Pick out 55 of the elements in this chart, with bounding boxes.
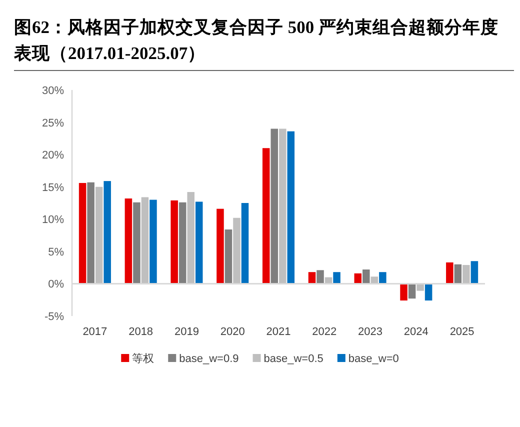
bar <box>224 229 232 284</box>
bar <box>216 208 224 284</box>
legend-label: base_w=0.9 <box>179 353 239 365</box>
bar <box>462 264 470 284</box>
y-tick-label: 5% <box>48 246 64 258</box>
y-tick-label: 0% <box>48 278 64 291</box>
bar <box>141 197 149 284</box>
bar <box>104 181 111 284</box>
legend-label: base_w=0.5 <box>264 353 324 365</box>
bar <box>150 200 157 284</box>
chart-title: 图62：风格因子加权交叉复合因子 500 严约束组合超额分年度表现（2017.01-2025.07） <box>14 14 514 71</box>
bar <box>470 261 478 284</box>
bar <box>78 182 86 284</box>
bar <box>195 202 203 284</box>
bar <box>446 262 454 284</box>
bar <box>187 192 194 284</box>
bar <box>316 270 324 284</box>
bar <box>95 186 103 284</box>
x-tick-label: 2024 <box>404 326 428 338</box>
x-tick-label: 2018 <box>128 326 154 338</box>
bar <box>424 284 432 301</box>
y-tick-label: 20% <box>42 150 64 162</box>
bar <box>270 128 278 284</box>
bar <box>279 128 286 284</box>
legend-label: 等权 <box>132 353 154 365</box>
bar <box>333 272 340 284</box>
bar <box>362 270 370 284</box>
y-tick-label: -5% <box>44 311 64 323</box>
x-tick-label: 2023 <box>358 326 383 338</box>
y-tick-label: 30% <box>42 85 64 97</box>
bar <box>178 202 186 284</box>
y-tick-label: 25% <box>42 117 64 130</box>
bar <box>287 131 295 284</box>
x-tick-label: 2021 <box>266 326 291 338</box>
bar <box>133 202 140 284</box>
x-tick-label: 2017 <box>82 326 108 338</box>
bar <box>170 200 178 284</box>
bar <box>400 284 408 301</box>
x-tick-label: 2019 <box>174 326 199 338</box>
x-tick-label: 2022 <box>312 326 337 338</box>
bar <box>454 264 462 284</box>
bar <box>379 272 386 284</box>
bar <box>124 198 132 284</box>
bar <box>408 284 416 299</box>
y-tick-label: 15% <box>42 182 64 194</box>
x-tick-label: 2020 <box>220 326 245 338</box>
legend-label: base_w=0 <box>348 353 399 365</box>
bar <box>308 272 316 284</box>
bar <box>87 182 94 284</box>
bar <box>241 203 249 284</box>
y-tick-label: 10% <box>42 214 64 226</box>
bar <box>233 218 240 284</box>
x-tick-label: 2025 <box>450 326 474 338</box>
bar <box>416 284 424 291</box>
bar <box>262 148 270 284</box>
